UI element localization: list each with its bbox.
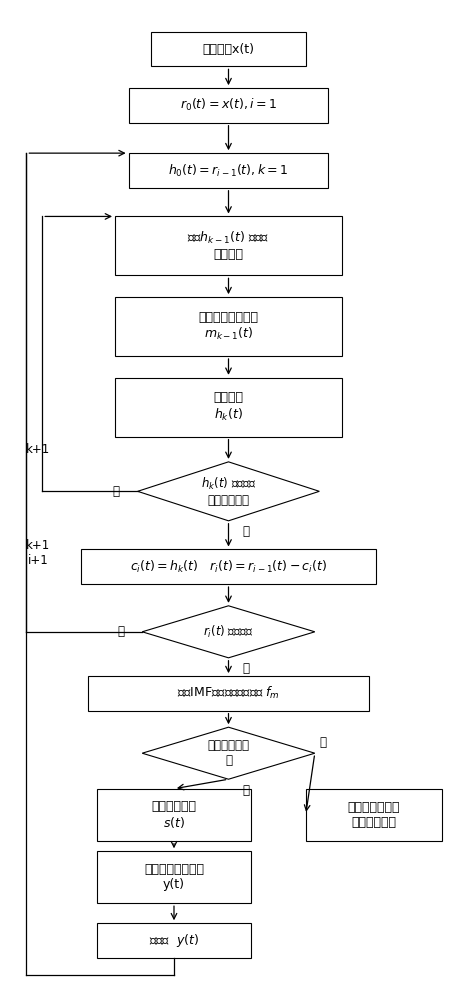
Polygon shape xyxy=(142,606,315,658)
FancyBboxPatch shape xyxy=(97,923,251,958)
FancyBboxPatch shape xyxy=(306,789,442,841)
Text: 增加辅助信号
$s(t)$: 增加辅助信号 $s(t)$ xyxy=(151,800,197,830)
Text: 计算包络线的均值
$m_{k-1}(t)$: 计算包络线的均值 $m_{k-1}(t)$ xyxy=(198,311,259,342)
Text: $r_0(t)=x(t),i=1$: $r_0(t)=x(t),i=1$ xyxy=(180,97,277,113)
FancyBboxPatch shape xyxy=(115,378,342,437)
Text: $c_i(t)=h_k(t)\quad r_i(t)=r_{i-1}(t)-c_i(t)$: $c_i(t)=h_k(t)\quad r_i(t)=r_{i-1}(t)-c_… xyxy=(130,559,327,575)
Text: 获取IMF中的混合单频信息 $f_m$: 获取IMF中的混合单频信息 $f_m$ xyxy=(177,685,280,701)
Text: 计算$h_{k-1}(t)$ 的极值
点和驻点: 计算$h_{k-1}(t)$ 的极值 点和驻点 xyxy=(187,230,270,261)
Text: 否: 否 xyxy=(112,485,119,498)
Text: 初始化  $y(t)$: 初始化 $y(t)$ xyxy=(149,932,199,949)
FancyBboxPatch shape xyxy=(151,32,306,66)
Polygon shape xyxy=(138,462,319,521)
FancyBboxPatch shape xyxy=(88,676,369,711)
Text: $h_0(t)=r_{i-1}(t), k=1$: $h_0(t)=r_{i-1}(t), k=1$ xyxy=(168,162,289,179)
FancyBboxPatch shape xyxy=(97,789,251,841)
Text: 是: 是 xyxy=(242,525,249,538)
FancyBboxPatch shape xyxy=(115,297,342,356)
Text: 得到新的混合信号
y(t): 得到新的混合信号 y(t) xyxy=(144,863,204,891)
Text: 否: 否 xyxy=(319,736,326,749)
Text: 否: 否 xyxy=(117,625,124,638)
Text: 计算信号
$h_k(t)$: 计算信号 $h_k(t)$ xyxy=(213,391,244,423)
Text: k+1: k+1 xyxy=(27,443,51,456)
Text: 作本征模态函数
的功率谱分析: 作本征模态函数 的功率谱分析 xyxy=(348,801,400,829)
Text: k+1
i+1: k+1 i+1 xyxy=(27,539,51,567)
FancyBboxPatch shape xyxy=(128,153,329,188)
FancyBboxPatch shape xyxy=(81,549,376,584)
FancyBboxPatch shape xyxy=(115,216,342,275)
FancyBboxPatch shape xyxy=(97,851,251,903)
Polygon shape xyxy=(142,727,315,779)
FancyBboxPatch shape xyxy=(128,88,329,123)
Text: 输入信号x(t): 输入信号x(t) xyxy=(202,43,255,56)
Text: $r_i(t)$ 是否单调: $r_i(t)$ 是否单调 xyxy=(203,624,254,640)
Text: 是: 是 xyxy=(242,662,249,675)
Text: 是: 是 xyxy=(242,784,249,797)
Text: $h_k(t)$ 是否是本
征模态函数？: $h_k(t)$ 是否是本 征模态函数？ xyxy=(201,476,256,507)
Text: 模态混叠状态
？: 模态混叠状态 ？ xyxy=(207,739,250,767)
